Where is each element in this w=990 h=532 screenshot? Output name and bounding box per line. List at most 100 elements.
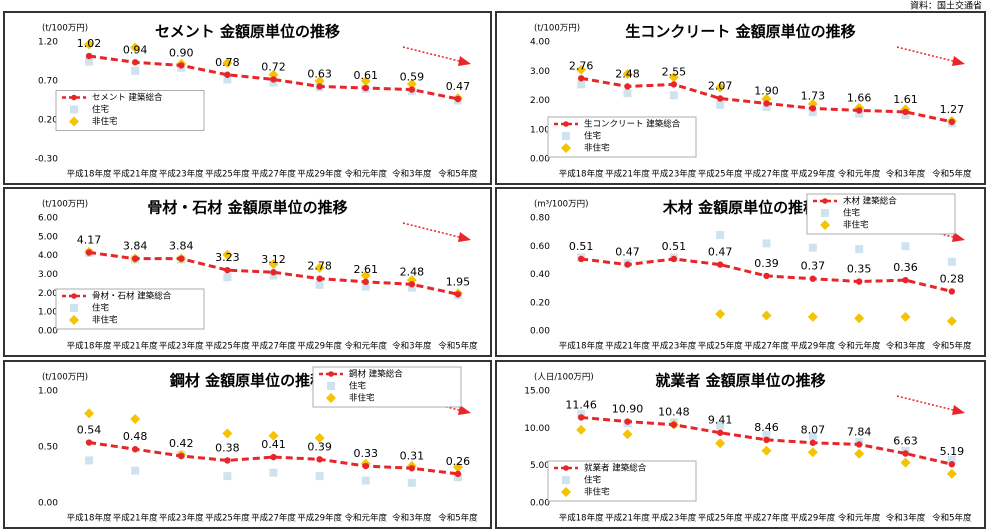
x-tick-label: 平成21年度 <box>113 169 158 180</box>
y-tick-label: 0.00 <box>530 499 550 509</box>
total-marker <box>85 52 93 60</box>
value-label: 0.33 <box>353 447 378 460</box>
nonhousing-marker <box>268 430 279 441</box>
housing-marker <box>223 472 232 481</box>
y-tick-label: 0.20 <box>38 116 58 126</box>
value-label: 0.51 <box>662 240 687 253</box>
total-marker <box>577 255 585 263</box>
chart-title: 骨材・石材 金額原単位の推移 <box>147 199 347 217</box>
x-tick-label: 令和元年度 <box>344 513 387 524</box>
x-tick-label: 平成23年度 <box>651 513 696 524</box>
chart-panel: 骨材・石材 金額原単位の推移 (t/100万円) 0.00 1.00 2.00 3.00 4… <box>3 187 492 357</box>
legend-marker <box>70 105 78 114</box>
value-label: 1.73 <box>801 89 826 102</box>
y-tick-label: 0.00 <box>38 327 58 337</box>
total-marker <box>670 81 678 88</box>
total-marker <box>577 75 585 82</box>
housing-marker <box>855 245 864 254</box>
nonhousing-marker <box>576 64 587 75</box>
value-label: 2.55 <box>662 65 687 78</box>
x-tick-label: 令和3年度 <box>886 341 926 352</box>
legend-marker <box>563 121 569 127</box>
value-label: 2.76 <box>569 59 594 72</box>
value-label: 0.51 <box>569 240 594 253</box>
y-tick-label: 0.20 <box>530 298 550 308</box>
trend-arrow-head <box>952 405 965 415</box>
trend-arrow-head <box>458 232 471 242</box>
nonhousing-marker <box>854 448 865 459</box>
chart-title: 生コンクリート 金額原単位の推移 <box>625 23 855 41</box>
housing-marker <box>855 109 864 118</box>
value-label: 0.28 <box>940 272 965 285</box>
legend-box <box>55 90 205 131</box>
value-label: 1.90 <box>754 84 779 97</box>
housing-marker <box>315 472 324 481</box>
trend-arrow <box>402 46 464 63</box>
nonhousing-marker <box>622 69 633 80</box>
legend-label: 非住宅 <box>843 220 869 231</box>
nonhousing-marker <box>946 316 957 327</box>
nonhousing-marker <box>900 457 911 468</box>
total-marker <box>624 418 631 425</box>
value-label: 0.47 <box>615 246 640 259</box>
legend-marker <box>71 293 77 299</box>
total-marker <box>902 108 909 116</box>
value-label: 0.39 <box>754 257 779 270</box>
legend-label: 木材 建築総合 <box>843 196 897 207</box>
y-tick-label: 5.00 <box>38 232 58 242</box>
legend-label: 住宅 <box>843 208 860 219</box>
nonhousing-marker <box>576 424 587 435</box>
x-tick-label: 令和元年度 <box>838 169 881 180</box>
trend-arrow <box>896 395 958 412</box>
y-tick-label: 0.00 <box>530 327 550 337</box>
total-marker <box>408 281 416 288</box>
total-marker <box>270 453 277 461</box>
value-label: 2.07 <box>708 79 733 92</box>
trend-arrow-head <box>952 232 965 242</box>
legend-label: 非住宅 <box>349 393 375 404</box>
total-marker <box>270 269 277 276</box>
total-marker <box>178 62 185 69</box>
legend-label: 非住宅 <box>92 315 118 326</box>
housing-marker <box>453 473 462 482</box>
x-tick-label: 平成18年度 <box>67 169 112 180</box>
total-marker <box>131 255 139 262</box>
x-tick-label: 令和5年度 <box>438 169 478 180</box>
value-label: 1.02 <box>77 37 102 50</box>
value-label: 0.42 <box>169 437 194 450</box>
housing-marker <box>808 243 817 252</box>
total-marker <box>454 95 462 103</box>
x-tick-label: 平成25年度 <box>698 513 743 524</box>
nonhousing-marker <box>84 408 95 419</box>
y-tick-label: 0.00 <box>38 499 58 509</box>
value-label: 7.84 <box>847 425 872 438</box>
housing-marker <box>577 80 586 89</box>
total-marker <box>408 86 416 93</box>
nonhousing-marker <box>715 309 726 320</box>
legend-label: 住宅 <box>584 131 601 142</box>
value-label: 1.27 <box>940 103 965 116</box>
y-tick-label: 6.00 <box>38 214 58 224</box>
y-tick-label: 5.00 <box>530 461 550 471</box>
housing-marker <box>716 230 725 239</box>
legend-label: 生コンクリート 建築総合 <box>584 119 681 130</box>
trend-arrow-head <box>458 405 471 415</box>
value-label: 0.38 <box>215 441 240 454</box>
x-tick-label: 平成27年度 <box>744 169 789 180</box>
total-marker <box>270 76 277 83</box>
source-note: 資料：国土交通省 <box>910 0 982 12</box>
value-label: 3.23 <box>215 251 240 264</box>
x-tick-label: 平成21年度 <box>605 341 650 352</box>
legend-label: 非住宅 <box>92 116 118 127</box>
panel-border <box>495 360 986 529</box>
legend-label: 鋼材 建築総合 <box>349 369 403 380</box>
total-marker <box>948 461 956 468</box>
legend-marker <box>328 371 334 377</box>
total-marker <box>670 255 678 263</box>
x-tick-label: 平成27年度 <box>251 513 296 524</box>
y-tick-label: -0.30 <box>35 155 59 165</box>
total-marker <box>178 452 185 460</box>
total-marker <box>224 71 231 78</box>
housing-marker <box>901 111 910 120</box>
legend-label: 骨材・石材 建築総合 <box>92 291 172 302</box>
